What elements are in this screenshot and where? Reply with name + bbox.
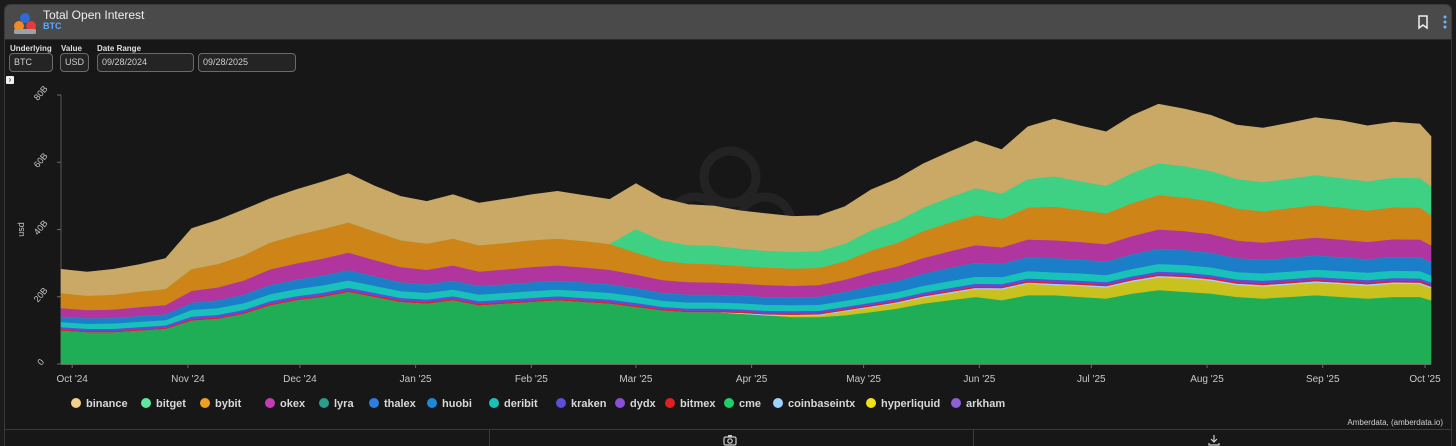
legend-label: dydx — [630, 398, 656, 410]
legend-label: lyra — [334, 398, 354, 410]
y-tick-label: 80B — [32, 84, 50, 103]
y-tick-label: 20B — [32, 285, 50, 304]
legend-label: okex — [280, 398, 306, 410]
legend-swatch-icon — [200, 398, 210, 408]
y-tick-label: 0 — [35, 357, 46, 367]
legend-swatch-icon — [265, 398, 275, 408]
legend-label: cme — [739, 398, 762, 410]
legend-label: hyperliquid — [881, 398, 941, 410]
x-tick-label: Nov '24 — [171, 374, 205, 385]
legend-item-coinbaseintx[interactable]: coinbaseintx — [773, 398, 855, 410]
x-tick-label: Apr '25 — [736, 374, 768, 385]
x-tick-label: Feb '25 — [515, 374, 548, 385]
legend-item-kraken[interactable]: kraken — [556, 398, 606, 410]
value-label: Value — [61, 44, 82, 53]
legend-label: bitget — [156, 398, 186, 410]
data-credit: Amberdata, (amberdata.io) — [1347, 418, 1443, 427]
value-select[interactable]: USD — [60, 53, 89, 72]
legend-swatch-icon — [615, 398, 625, 408]
stacked-area-chart: 0 20B 40B 60B 80B usd Oct '24 Nov '24 Dec '24 Jan… — [16, 84, 1441, 385]
legend-item-binance[interactable]: binance — [71, 398, 128, 410]
x-tick-label: Oct '24 — [57, 374, 89, 385]
x-tick-label: Jun '25 — [963, 374, 995, 385]
y-tick-label: 40B — [32, 218, 50, 237]
underlying-label: Underlying — [10, 44, 52, 53]
more-options-icon[interactable] — [1437, 14, 1452, 30]
legend-label: thalex — [384, 398, 416, 410]
toolbar-divider — [489, 430, 490, 446]
toolbar-divider — [973, 430, 974, 446]
area-series-binance — [60, 103, 1432, 296]
date-range-label: Date Range — [97, 44, 142, 53]
legend-label: deribit — [504, 398, 538, 410]
legend-swatch-icon — [489, 398, 499, 408]
amberdata-logo-icon — [14, 13, 36, 34]
legend-item-cme[interactable]: cme — [724, 398, 761, 410]
legend-swatch-icon — [556, 398, 566, 408]
legend-swatch-icon — [724, 398, 734, 408]
legend-swatch-icon — [951, 398, 961, 408]
x-tick-label: Jul '25 — [1077, 374, 1106, 385]
x-tick-label: May '25 — [846, 374, 881, 385]
x-tick-label: Dec '24 — [283, 374, 317, 385]
legend-item-huobi[interactable]: huobi — [427, 398, 472, 410]
date-start-input[interactable]: 09/28/2024 — [97, 53, 194, 72]
legend-item-bybit[interactable]: bybit — [200, 398, 241, 410]
expand-toggle-icon[interactable]: › — [6, 76, 14, 84]
panel-subtitle: BTC — [43, 21, 62, 31]
legend-label: bitmex — [680, 398, 716, 410]
x-tick-label: Jan '25 — [400, 374, 432, 385]
legend-label: huobi — [442, 398, 472, 410]
legend-item-hyperliquid[interactable]: hyperliquid — [866, 398, 940, 410]
legend-item-bitget[interactable]: bitget — [141, 398, 186, 410]
x-tick-label: Oct '25 — [1409, 374, 1441, 385]
legend-swatch-icon — [71, 398, 81, 408]
x-tick-label: Mar '25 — [619, 374, 652, 385]
panel-title: Total Open Interest — [43, 8, 145, 22]
legend-item-bitmex[interactable]: bitmex — [665, 398, 715, 410]
y-tick-label: 60B — [32, 151, 50, 170]
legend-swatch-icon — [319, 398, 329, 408]
legend-item-okex[interactable]: okex — [265, 398, 305, 410]
chart-panel: Total Open Interest BTC Underlying BTC V… — [4, 4, 1452, 446]
x-tick-label: Sep '25 — [1306, 374, 1340, 385]
legend-label: arkham — [966, 398, 1006, 410]
legend-item-thalex[interactable]: thalex — [369, 398, 416, 410]
legend-item-deribit[interactable]: deribit — [489, 398, 538, 410]
legend-swatch-icon — [773, 398, 783, 408]
legend-swatch-icon — [141, 398, 151, 408]
legend-swatch-icon — [665, 398, 675, 408]
legend-label: bybit — [215, 398, 242, 410]
legend-swatch-icon — [427, 398, 437, 408]
panel-header: Total Open Interest BTC — [5, 5, 1451, 40]
legend-swatch-icon — [369, 398, 379, 408]
legend-item-dydx[interactable]: dydx — [615, 398, 656, 410]
bottom-toolbar — [5, 429, 1451, 446]
y-axis-label: usd — [16, 222, 26, 237]
legend-item-arkham[interactable]: arkham — [951, 398, 1005, 410]
legend-label: binance — [86, 398, 128, 410]
download-icon[interactable] — [1207, 434, 1221, 446]
legend-label: kraken — [571, 398, 607, 410]
underlying-select[interactable]: BTC — [9, 53, 53, 72]
x-tick-label: Aug '25 — [1190, 374, 1224, 385]
date-end-input[interactable]: 09/28/2025 — [198, 53, 296, 72]
legend-label: coinbaseintx — [788, 398, 856, 410]
legend-item-lyra[interactable]: lyra — [319, 398, 354, 410]
bookmark-icon[interactable] — [1415, 14, 1431, 30]
camera-icon[interactable] — [723, 434, 737, 446]
legend-swatch-icon — [866, 398, 876, 408]
